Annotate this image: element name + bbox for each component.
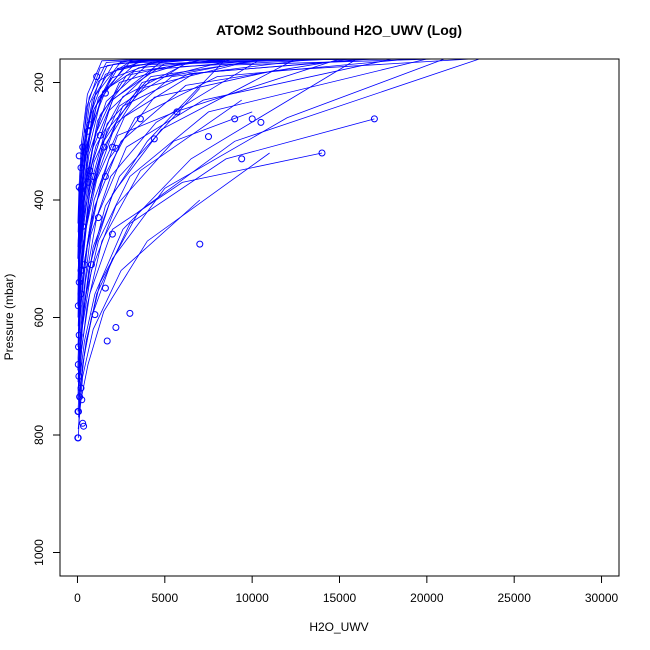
y-tick-label: 400 — [32, 190, 46, 210]
data-point-51 — [79, 419, 87, 427]
series-line-6 — [78, 59, 445, 397]
series-line-18 — [80, 59, 427, 336]
data-point-17 — [318, 149, 326, 157]
data-point-0 — [93, 73, 101, 81]
data-point-37 — [74, 302, 82, 310]
data-point-33 — [81, 261, 88, 269]
data-point-29 — [108, 230, 116, 238]
y-tick-label: 1000 — [32, 539, 46, 566]
data-point-20 — [86, 167, 94, 175]
data-point-5 — [248, 115, 256, 123]
series-line-10 — [79, 59, 358, 377]
x-axis-label: H2O_UWV — [309, 620, 368, 634]
data-point-50 — [80, 422, 88, 430]
series-line-46 — [79, 59, 358, 230]
data-point-38 — [91, 311, 99, 319]
data-point-15 — [108, 143, 116, 151]
data-point-44 — [74, 361, 82, 368]
series-line-21 — [79, 59, 471, 324]
data-point-12 — [205, 133, 212, 141]
y-tick-label: 600 — [32, 307, 46, 327]
data-point-43 — [75, 343, 82, 351]
data-point-42 — [103, 337, 111, 345]
series-line-9 — [77, 59, 262, 383]
data-point-13 — [79, 143, 87, 151]
x-tick-label: 15000 — [323, 591, 357, 605]
x-tick-label: 10000 — [235, 591, 269, 605]
marker-layer — [74, 73, 378, 442]
series-line-27 — [78, 59, 261, 300]
data-point-1 — [101, 89, 109, 97]
data-point-2 — [136, 115, 144, 123]
data-point-24 — [84, 178, 92, 186]
y-tick-label: 800 — [32, 425, 46, 445]
y-axis: 200 400 600 800 1000 — [32, 72, 61, 566]
data-point-28 — [79, 222, 87, 230]
x-tick-label: 5000 — [151, 591, 178, 605]
series-layer — [77, 59, 480, 438]
data-point-21 — [77, 164, 85, 172]
data-point-48 — [78, 396, 86, 404]
data-point-19 — [75, 152, 83, 160]
data-point-31 — [87, 261, 95, 269]
data-point-16 — [112, 144, 120, 152]
data-point-4 — [231, 115, 239, 123]
data-point-54 — [75, 408, 82, 415]
x-tick-label: 0 — [74, 591, 81, 605]
data-point-6 — [257, 118, 265, 126]
data-point-40 — [112, 324, 120, 331]
data-point-23 — [89, 173, 97, 180]
series-line-15 — [79, 59, 296, 353]
data-point-30 — [196, 240, 204, 248]
data-point-34 — [75, 278, 83, 286]
data-point-53 — [74, 434, 82, 442]
data-point-41 — [75, 331, 83, 339]
y-axis-label: Pressure (mbar) — [2, 274, 16, 361]
data-point-9 — [84, 127, 92, 135]
x-tick-label: 30000 — [585, 591, 619, 605]
data-point-46 — [77, 384, 85, 392]
data-point-45 — [75, 372, 83, 380]
chart-title: ATOM2 Southbound H2O_UWV (Log) — [216, 22, 462, 38]
data-point-3 — [173, 108, 181, 116]
data-point-36 — [77, 290, 85, 298]
data-point-10 — [96, 131, 104, 139]
data-point-7 — [370, 115, 378, 123]
series-line-32 — [80, 59, 371, 277]
data-point-25 — [75, 183, 83, 191]
series-line-38 — [79, 59, 337, 256]
data-point-8 — [86, 121, 94, 129]
y-tick-label: 200 — [32, 72, 46, 92]
data-point-26 — [77, 185, 85, 193]
data-point-27 — [94, 214, 102, 222]
series-line-8 — [78, 99, 242, 389]
data-point-32 — [77, 267, 85, 274]
x-tick-label: 25000 — [498, 591, 532, 605]
series-line-1 — [77, 152, 270, 430]
x-tick-label: 20000 — [410, 591, 444, 605]
data-point-14 — [100, 143, 108, 151]
data-point-11 — [150, 135, 158, 143]
data-point-35 — [101, 284, 109, 292]
data-point-18 — [238, 155, 246, 163]
data-point-22 — [101, 173, 109, 180]
data-point-39 — [126, 309, 134, 317]
x-axis: 0 5000 10000 15000 20000 25000 30000 — [74, 575, 619, 605]
